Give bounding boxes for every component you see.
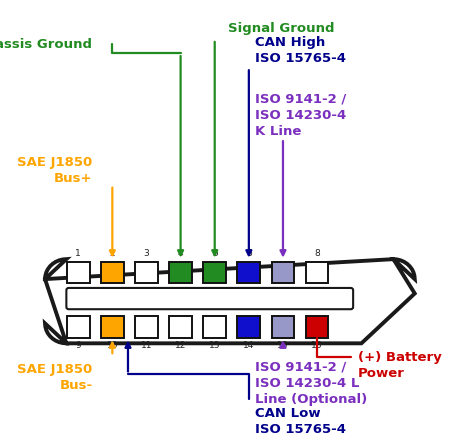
Text: 7: 7 [280,249,286,258]
Bar [272,316,294,338]
Text: 14: 14 [243,341,255,350]
Bar [101,262,124,283]
Text: 2: 2 [109,249,115,258]
Bar [306,316,328,338]
Bar [67,316,90,338]
Text: ISO 9141-2 /
ISO 14230-4
K Line: ISO 9141-2 / ISO 14230-4 K Line [255,93,346,138]
Text: 1: 1 [75,249,81,258]
Text: 3: 3 [144,249,149,258]
Text: CAN High
ISO 15765-4: CAN High ISO 15765-4 [255,36,346,66]
Bar [272,262,294,283]
Bar [237,262,260,283]
Bar [203,262,226,283]
Text: 12: 12 [175,341,186,350]
FancyBboxPatch shape [66,288,353,309]
Bar [101,316,124,338]
Text: SAE J1850
Bus+: SAE J1850 Bus+ [17,156,92,185]
Text: CAN Low
ISO 15765-4: CAN Low ISO 15765-4 [255,407,346,436]
Text: Signal Ground: Signal Ground [228,22,334,35]
Text: 5: 5 [212,249,218,258]
Bar [169,316,192,338]
Bar [306,262,328,283]
PathPatch shape [45,259,415,343]
Text: ISO 9141-2 /
ISO 14230-4 L
Line (Optional): ISO 9141-2 / ISO 14230-4 L Line (Optiona… [255,361,367,406]
Text: 15: 15 [277,341,289,350]
Text: 13: 13 [209,341,220,350]
Text: 16: 16 [311,341,323,350]
Bar [203,316,226,338]
Text: 11: 11 [141,341,152,350]
Bar [169,262,192,283]
Text: 10: 10 [107,341,118,350]
Text: 9: 9 [75,341,81,350]
Bar [67,262,90,283]
Bar [135,316,158,338]
Text: Chassis Ground: Chassis Ground [0,38,92,51]
Bar [135,262,158,283]
Text: (+) Battery
Power: (+) Battery Power [358,351,442,380]
Bar [237,316,260,338]
Text: 6: 6 [246,249,252,258]
Text: SAE J1850
Bus-: SAE J1850 Bus- [17,363,92,392]
Text: 4: 4 [178,249,183,258]
Text: 8: 8 [314,249,320,258]
